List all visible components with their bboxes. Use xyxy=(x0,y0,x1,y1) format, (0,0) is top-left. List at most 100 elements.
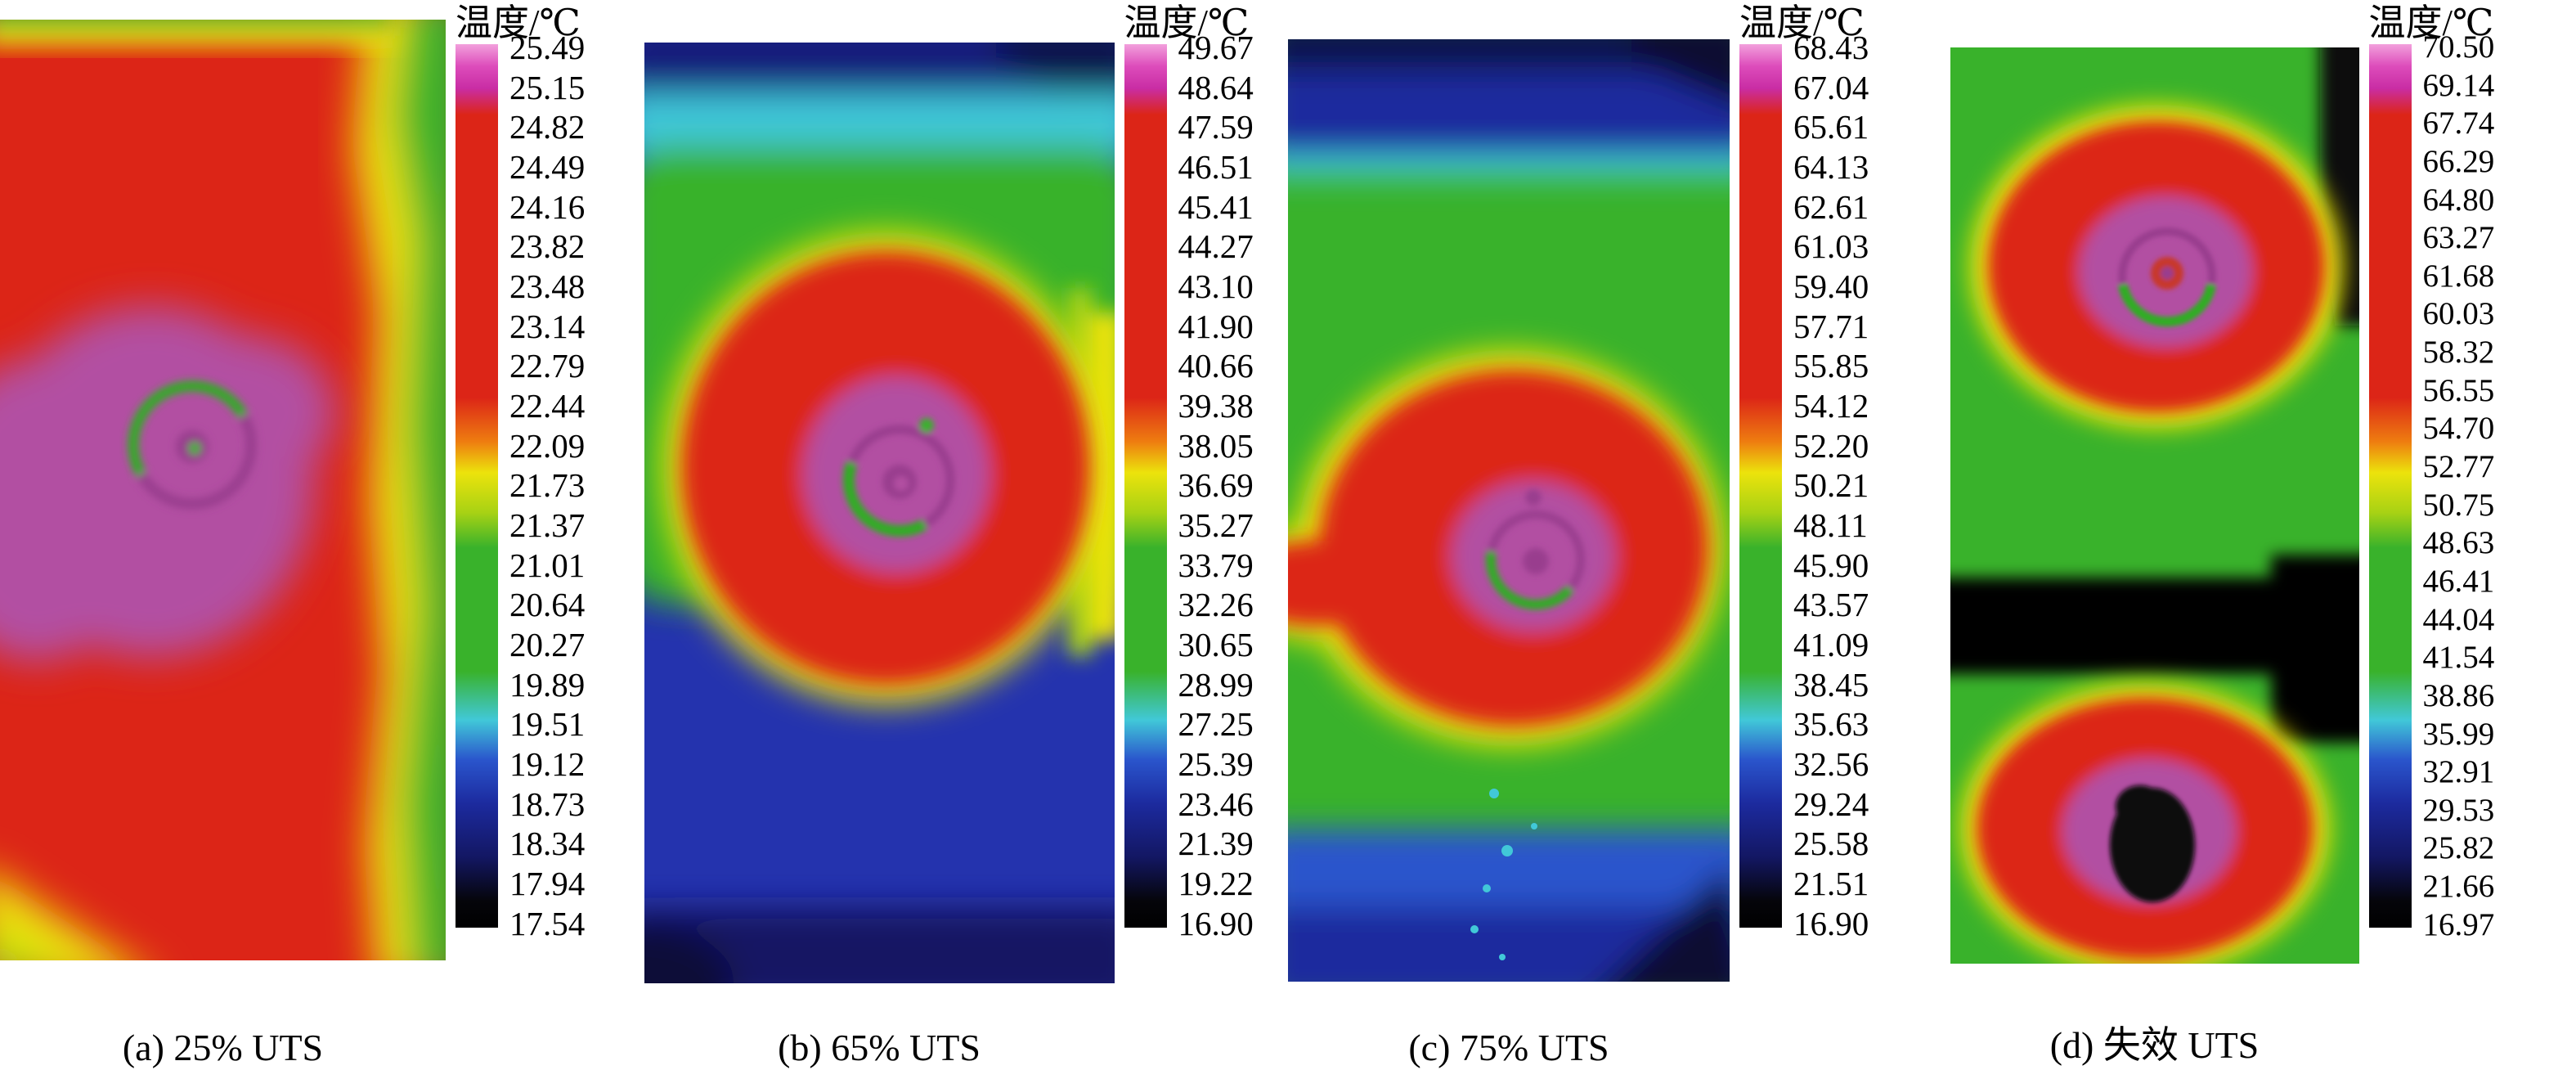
colorbar-tick-value: 44.04 xyxy=(2422,601,2495,637)
colorbar-tick-value: 55.85 xyxy=(1793,347,1869,385)
colorbar-tick-value: 23.48 xyxy=(509,268,586,306)
colorbar-tick-value: 33.79 xyxy=(1178,546,1254,584)
colorbar-tick-value: 19.89 xyxy=(509,665,586,704)
colorbar-tick-value: 63.27 xyxy=(2422,220,2495,256)
colorbar-tick-value: 25.82 xyxy=(2422,830,2495,866)
colorbar-tick-value: 20.64 xyxy=(509,586,586,624)
panel-c-main: 温度/℃ 68.43 67.04 65.61 64.13 62.61 61.03 59.40… xyxy=(1288,0,1932,982)
colorbar-body-d: 70.50 69.14 67.74 66.29 64.80 63.27 61.68 60.03… xyxy=(2368,31,2494,954)
colorbar-tick-value: 28.99 xyxy=(1178,665,1254,704)
colorbar-tick-value: 35.99 xyxy=(2422,716,2495,752)
colorbar-scale-d: 温度/℃ 70.50 69.14 67.74 66.29 64.80 63.27 61.68… xyxy=(2368,2,2494,964)
colorbar-tick-value: 25.58 xyxy=(1793,825,1869,863)
colorbar-tick-value: 59.40 xyxy=(1793,268,1869,306)
colorbar-tick-value: 16.90 xyxy=(1178,904,1254,942)
panel-caption-c: (c) 75% UTS xyxy=(1408,1027,1609,1068)
colorbar-tick-value: 46.51 xyxy=(1178,148,1254,187)
colorbar-tick-value: 46.41 xyxy=(2422,563,2495,599)
colorbar-tick-value: 52.20 xyxy=(1793,426,1869,465)
colorbar-tick-value: 41.90 xyxy=(1178,307,1254,345)
colorbar-tick-value: 43.10 xyxy=(1178,268,1254,306)
colorbar-tick-value: 21.51 xyxy=(1793,865,1869,903)
panel-caption-a: (a) 25% UTS xyxy=(122,1027,324,1068)
thermal-image-c xyxy=(1288,39,1730,982)
colorbar-tick-value: 21.39 xyxy=(1178,825,1254,863)
colorbar-tick-value: 25.49 xyxy=(509,29,586,66)
thermal-image-a xyxy=(0,20,446,960)
colorbar-tick-value: 67.74 xyxy=(2422,106,2495,142)
colorbar-ticks-b: 49.67 48.64 47.59 46.51 45.41 44.27 43.10 41.90… xyxy=(1178,31,1254,941)
colorbar-tick-value: 69.14 xyxy=(2422,67,2495,103)
colorbar-tick-value: 54.70 xyxy=(2422,411,2495,447)
colorbar-tick-value: 43.57 xyxy=(1793,586,1869,624)
colorbar-tick-value: 17.54 xyxy=(509,904,586,942)
colorbar-gradient-c xyxy=(1739,44,1782,928)
thermal-image-b xyxy=(644,43,1115,983)
colorbar-tick-value: 24.16 xyxy=(509,187,586,226)
colorbar-tick-value: 16.90 xyxy=(1793,904,1869,942)
colorbar-tick-value: 70.50 xyxy=(2422,29,2495,65)
colorbar-tick-value: 65.61 xyxy=(1793,108,1869,146)
colorbar-body-b: 49.67 48.64 47.59 46.51 45.41 44.27 43.10 41.90… xyxy=(1124,31,1254,954)
colorbar-ticks-c: 68.43 67.04 65.61 64.13 62.61 61.03 59.40 57.71… xyxy=(1793,31,1869,941)
colorbar-title-c: 温度/℃ xyxy=(1739,2,1865,43)
panel-d-main: 温度/℃ 70.50 69.14 67.74 66.29 64.80 63.27 61.68… xyxy=(1932,0,2576,964)
colorbar-body-a: 25.49 25.15 24.82 24.49 24.16 23.82 23.48 23.14… xyxy=(456,31,585,954)
colorbar-tick-value: 18.73 xyxy=(509,785,586,823)
colorbar-tick-value: 58.32 xyxy=(2422,335,2495,371)
colorbar-title-b: 温度/℃ xyxy=(1124,2,1250,43)
colorbar-tick-value: 32.91 xyxy=(2422,754,2495,790)
colorbar-tick-value: 41.09 xyxy=(1793,626,1869,664)
colorbar-tick-value: 39.38 xyxy=(1178,387,1254,425)
colorbar-tick-value: 47.59 xyxy=(1178,108,1254,146)
colorbar-gradient-b xyxy=(1124,44,1167,928)
colorbar-tick-value: 48.64 xyxy=(1178,68,1254,106)
panel-caption-d: (d) 失效 UTS xyxy=(2049,1024,2260,1066)
panel-c: 温度/℃ 68.43 67.04 65.61 64.13 62.61 61.03 59.40… xyxy=(1288,0,1932,1079)
colorbar-tick-value: 36.69 xyxy=(1178,466,1254,505)
colorbar-tick-value: 61.68 xyxy=(2422,258,2495,294)
colorbar-ticks-d: 70.50 69.14 67.74 66.29 64.80 63.27 61.68 60.03… xyxy=(2423,31,2495,941)
thermal-image-d xyxy=(1950,47,2359,964)
colorbar-tick-value: 25.15 xyxy=(509,68,586,106)
colorbar-tick-value: 17.94 xyxy=(509,865,586,903)
colorbar-tick-value: 22.44 xyxy=(509,387,586,425)
colorbar-tick-value: 48.11 xyxy=(1793,506,1868,545)
colorbar-tick-value: 45.41 xyxy=(1178,187,1254,226)
colorbar-tick-value: 38.05 xyxy=(1178,426,1254,465)
colorbar-tick-value: 54.12 xyxy=(1793,387,1869,425)
colorbar-scale-a: 温度/℃ 25.49 25.15 24.82 24.49 24.16 23.82 23.48… xyxy=(456,2,585,960)
colorbar-tick-value: 19.12 xyxy=(509,745,586,784)
panel-caption-b: (b) 65% UTS xyxy=(778,1027,981,1068)
colorbar-tick-value: 21.01 xyxy=(509,546,586,584)
colorbar-gradient-d xyxy=(2368,44,2412,928)
colorbar-scale-b: 温度/℃ 49.67 48.64 47.59 46.51 45.41 44.27 43.10… xyxy=(1124,2,1254,983)
colorbar-tick-value: 44.27 xyxy=(1178,227,1254,266)
colorbar-tick-value: 52.77 xyxy=(2422,449,2495,485)
colorbar-tick-value: 61.03 xyxy=(1793,227,1869,266)
colorbar-tick-value: 27.25 xyxy=(1178,705,1254,744)
colorbar-tick-value: 67.04 xyxy=(1793,68,1869,106)
colorbar-tick-value: 21.66 xyxy=(2422,869,2495,905)
colorbar-tick-value: 64.13 xyxy=(1793,148,1869,187)
colorbar-tick-value: 18.34 xyxy=(509,825,586,863)
colorbar-tick-value: 23.46 xyxy=(1178,785,1254,823)
colorbar-title-a: 温度/℃ xyxy=(456,2,581,43)
colorbar-tick-value: 41.54 xyxy=(2422,640,2495,676)
colorbar-tick-value: 48.63 xyxy=(2422,525,2495,561)
colorbar-tick-value: 56.55 xyxy=(2422,372,2495,408)
colorbar-tick-value: 19.22 xyxy=(1178,865,1254,903)
colorbar-tick-value: 50.21 xyxy=(1793,466,1869,505)
colorbar-tick-value: 64.80 xyxy=(2422,182,2495,218)
panel-d: 温度/℃ 70.50 69.14 67.74 66.29 64.80 63.27 61.68… xyxy=(1932,0,2576,1079)
colorbar-tick-value: 24.49 xyxy=(509,148,586,187)
colorbar-tick-value: 22.79 xyxy=(509,347,586,385)
colorbar-tick-value: 35.27 xyxy=(1178,506,1254,545)
colorbar-tick-value: 68.43 xyxy=(1793,29,1869,66)
colorbar-tick-value: 22.09 xyxy=(509,426,586,465)
colorbar-ticks-a: 25.49 25.15 24.82 24.49 24.16 23.82 23.48 23.14… xyxy=(509,31,585,941)
colorbar-tick-value: 35.63 xyxy=(1793,705,1869,744)
colorbar-tick-value: 29.53 xyxy=(2422,792,2495,828)
colorbar-tick-value: 38.86 xyxy=(2422,677,2495,713)
